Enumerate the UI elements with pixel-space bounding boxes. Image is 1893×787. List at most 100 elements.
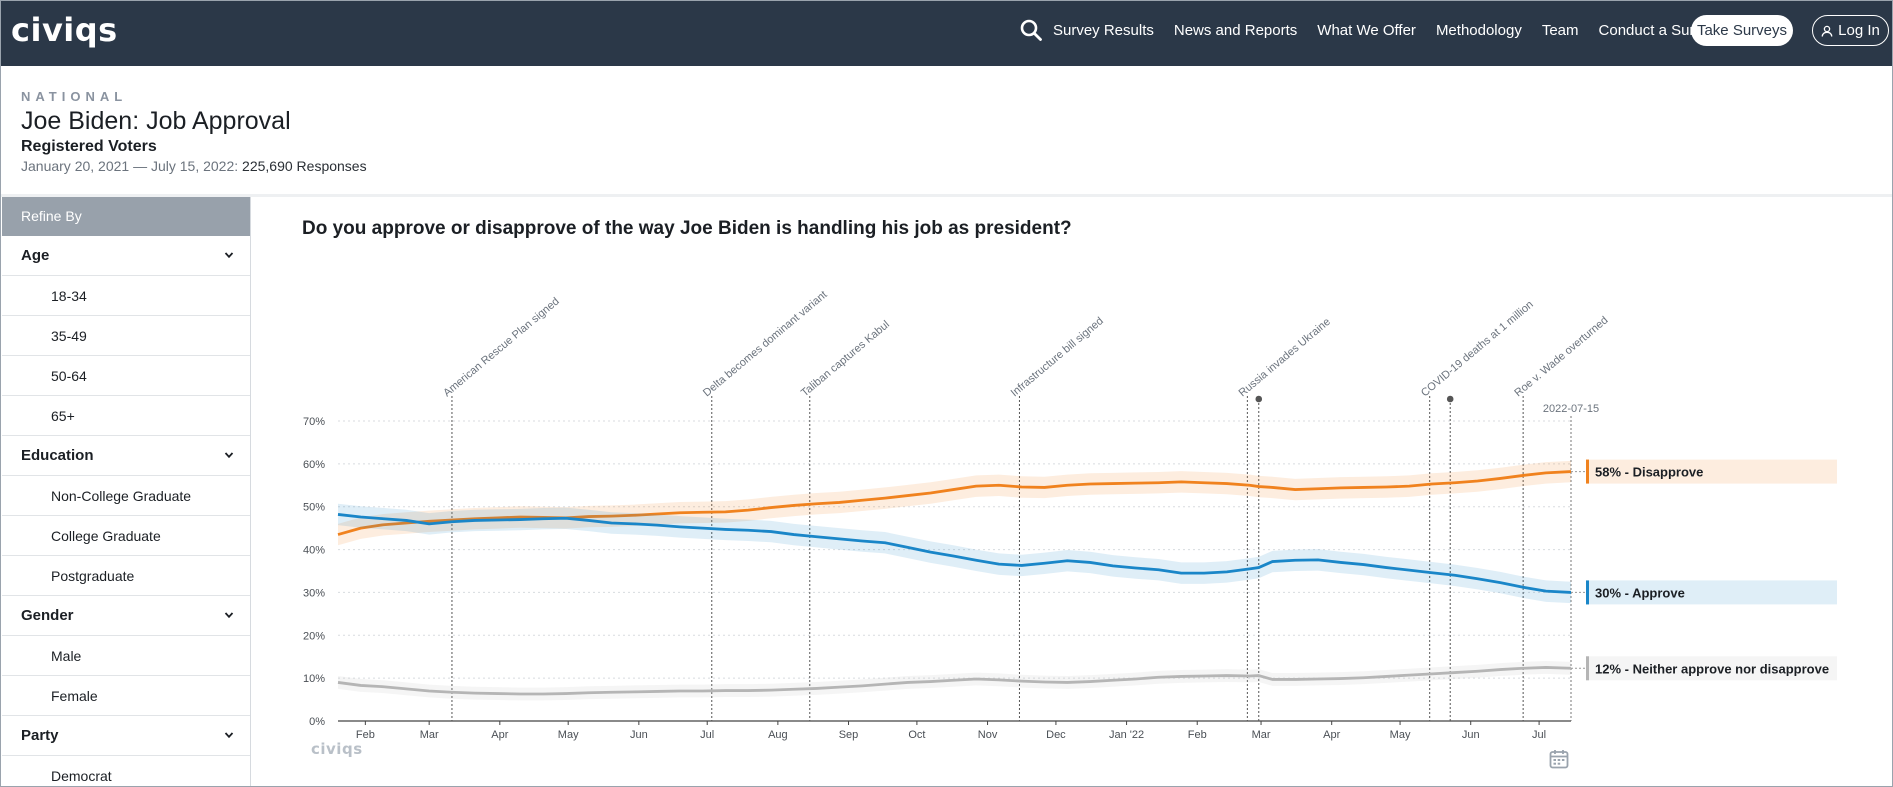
x-tick-label: Apr (491, 729, 508, 741)
event-label: Roe v. Wade overturned (1512, 314, 1610, 399)
filter-option-female[interactable]: Female (2, 676, 250, 716)
filter-option-50-64[interactable]: 50-64 (2, 356, 250, 396)
login-button[interactable]: Log In (1812, 15, 1889, 46)
x-tick-label: Aug (768, 729, 788, 741)
login-label: Log In (1838, 22, 1880, 39)
filter-option-label: Male (51, 647, 82, 664)
nav-links: Survey Results News and Reports What We … (1053, 1, 1738, 59)
x-tick-label: Sep (839, 729, 859, 741)
end-date-label: 2022-07-15 (1543, 403, 1599, 415)
y-tick-label: 70% (303, 416, 325, 428)
chart-watermark-logo: civiqs (311, 740, 363, 758)
filter-group-label: Gender (21, 607, 74, 624)
event-label: Infrastructure bill signed (1009, 315, 1106, 399)
x-tick-label: Jan '22 (1109, 729, 1144, 741)
series-label: 30% - Approve (1595, 585, 1685, 600)
filter-option-18-34[interactable]: 18-34 (2, 276, 250, 316)
series-label: 12% - Neither approve nor disapprove (1595, 661, 1829, 676)
page-title: Joe Biden: Job Approval (21, 107, 291, 135)
series-label: 58% - Disapprove (1595, 465, 1703, 480)
chart-title: Do you approve or disapprove of the way … (302, 218, 1072, 239)
nav-news-and-reports[interactable]: News and Reports (1173, 21, 1298, 39)
x-tick-label: Apr (1323, 729, 1340, 741)
confidence-band (338, 460, 1571, 546)
confidence-band (338, 503, 1571, 604)
filter-option-label: 65+ (51, 407, 75, 424)
y-tick-label: 20% (303, 630, 325, 642)
population-subtitle: Registered Voters (21, 138, 157, 155)
event-label: American Rescue Plan signed (441, 295, 562, 399)
filter-option-male[interactable]: Male (2, 636, 250, 676)
event-marker-dot (1446, 395, 1454, 403)
filter-option-label: Female (51, 687, 98, 704)
filter-option-35-49[interactable]: 35-49 (2, 316, 250, 356)
series-label-box (1586, 459, 1837, 484)
series-line (337, 666, 1572, 696)
date-range: January 20, 2021 — July 15, 2022: 225,69… (21, 158, 367, 174)
region-kicker: NATIONAL (21, 89, 128, 104)
filter-option-label: 18-34 (51, 287, 87, 304)
series-label-box (1586, 656, 1837, 681)
series-line (337, 513, 1572, 594)
user-icon (1821, 25, 1833, 37)
chevron-down-icon (224, 732, 234, 739)
nav-team[interactable]: Team (1541, 21, 1579, 39)
filter-option-label: Postgraduate (51, 567, 135, 584)
filter-option-postgraduate[interactable]: Postgraduate (2, 556, 250, 596)
nav-survey-results[interactable]: Survey Results (1053, 21, 1154, 39)
filter-group-party[interactable]: Party (2, 716, 250, 756)
civiqs-logo[interactable]: civiqs (11, 11, 118, 49)
x-tick-label: Jul (700, 729, 714, 741)
filter-group-education[interactable]: Education (2, 436, 250, 476)
filter-option-label: 35-49 (51, 327, 87, 344)
x-tick-label: Mar (420, 729, 439, 741)
event-marker-dot (1255, 395, 1263, 403)
chevron-down-icon (224, 252, 234, 259)
filter-group-label: Education (21, 447, 94, 464)
refine-sidebar: Refine By Age 18-34 35-49 50-64 65+ Educ… (2, 197, 251, 786)
filter-group-label: Age (21, 247, 50, 264)
top-nav: civiqs Survey Results News and Reports W… (1, 1, 1892, 66)
filter-option-democrat[interactable]: Democrat (2, 756, 250, 786)
x-tick-label: Feb (356, 729, 375, 741)
filter-option-non-college-graduate[interactable]: Non-College Graduate (2, 476, 250, 516)
x-tick-label: May (1390, 729, 1411, 741)
date-range-text: January 20, 2021 — July 15, 2022: (21, 158, 239, 174)
filter-option-label: Non-College Graduate (51, 487, 192, 504)
header-divider (1, 194, 1892, 197)
filter-option-65-plus[interactable]: 65+ (2, 396, 250, 436)
event-label: Taliban captures Kabul (799, 319, 892, 400)
filter-option-college-graduate[interactable]: College Graduate (2, 516, 250, 556)
nav-what-we-offer[interactable]: What We Offer (1317, 21, 1416, 39)
x-tick-label: Dec (1046, 729, 1066, 741)
series-label-accent (1586, 580, 1589, 605)
x-tick-label: Oct (908, 729, 925, 741)
series-label-accent (1586, 459, 1589, 484)
nav-conduct-a-survey[interactable]: Conduct a Survey (1598, 21, 1718, 39)
chevron-down-icon (224, 452, 234, 459)
x-tick-label: Feb (1188, 729, 1207, 741)
nav-methodology[interactable]: Methodology (1435, 21, 1522, 39)
x-tick-label: Jun (630, 729, 648, 741)
approval-chart: 0% 10% 20% 30% 40% 50% 60% 70% Feb Mar Apr May Jun Ju… (303, 289, 1837, 741)
filter-group-age[interactable]: Age (2, 236, 250, 276)
event-label: Russia invades Ukraine (1237, 316, 1333, 399)
filter-option-label: Democrat (51, 767, 112, 784)
response-count: 225,690 Responses (242, 158, 367, 174)
x-tick-label: Mar (1252, 729, 1271, 741)
y-tick-label: 60% (303, 459, 325, 471)
filter-option-label: College Graduate (51, 527, 161, 544)
take-surveys-button[interactable]: Take Surveys (1691, 15, 1793, 46)
filter-group-label: Party (21, 727, 59, 744)
series-label-accent (1586, 656, 1589, 681)
y-tick-label: 0% (309, 716, 325, 728)
search-icon[interactable] (1019, 18, 1043, 42)
y-tick-label: 10% (303, 673, 325, 685)
x-tick-label: May (558, 729, 579, 741)
y-tick-label: 30% (303, 587, 325, 599)
refine-by-header: Refine By (2, 197, 250, 236)
filter-group-gender[interactable]: Gender (2, 596, 250, 636)
filter-option-label: 50-64 (51, 367, 87, 384)
y-tick-label: 50% (303, 502, 325, 514)
calendar-icon[interactable] (1549, 749, 1569, 769)
